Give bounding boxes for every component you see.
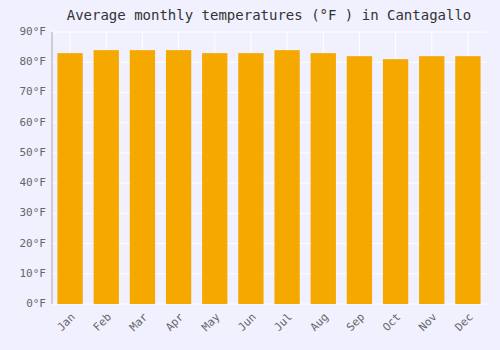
- x-tick-label: Aug: [308, 311, 331, 334]
- x-tick-label: Jul: [272, 311, 295, 334]
- x-axis: Jan Feb Mar Apr May Jun Jul Aug Sep Oct Nov Dec: [55, 310, 476, 334]
- y-tick-label: 10°F: [20, 267, 47, 280]
- x-tick-label: Oct: [380, 311, 403, 334]
- x-tick-label: Jan: [55, 311, 78, 334]
- x-tick-label: Apr: [163, 310, 187, 334]
- chart: 0°F 10°F 20°F 30°F 40°F 50°F 60°F 70°F 80°F 90°F J…: [0, 0, 500, 350]
- bars: [57, 50, 480, 304]
- bar: [383, 59, 408, 304]
- bar: [130, 50, 155, 304]
- y-tick-label: 90°F: [20, 25, 47, 38]
- y-grid-line: [52, 32, 486, 33]
- x-tick-label: Dec: [452, 311, 475, 334]
- y-tick-label: 40°F: [20, 176, 47, 189]
- bar: [166, 50, 191, 304]
- title: Average monthly temperatures (°F ) in Ca…: [67, 7, 472, 23]
- bar: [202, 53, 227, 304]
- y-axis-line: [52, 32, 53, 304]
- background: [0, 0, 500, 350]
- y-axis: 0°F 10°F 20°F 30°F 40°F 50°F 60°F 70°F 80°F 90°F: [20, 25, 47, 310]
- bar: [347, 56, 372, 304]
- y-tick-label: 80°F: [20, 55, 47, 68]
- x-tick-label: May: [199, 310, 223, 334]
- bar: [274, 50, 299, 304]
- y-tick-label: 30°F: [20, 206, 47, 219]
- chart-container: 0°F 10°F 20°F 30°F 40°F 50°F 60°F 70°F 80°F 90°F J…: [0, 0, 500, 350]
- bar: [57, 53, 82, 304]
- y-tick-label: 20°F: [20, 237, 47, 250]
- x-tick-label: Jun: [235, 311, 258, 334]
- y-tick-label: 70°F: [20, 85, 47, 98]
- bar: [238, 53, 263, 304]
- x-tick-label: Sep: [344, 311, 367, 334]
- x-tick-label: Mar: [127, 310, 151, 334]
- bar: [455, 56, 480, 304]
- y-tick-label: 60°F: [20, 116, 47, 129]
- x-tick-label: Nov: [416, 310, 440, 334]
- bar: [94, 50, 119, 304]
- x-tick-label: Feb: [91, 311, 114, 334]
- grid: [52, 32, 486, 304]
- y-tick-label: 0°F: [26, 297, 46, 310]
- y-tick-label: 50°F: [20, 146, 47, 159]
- bar: [419, 56, 444, 304]
- bar: [311, 53, 336, 304]
